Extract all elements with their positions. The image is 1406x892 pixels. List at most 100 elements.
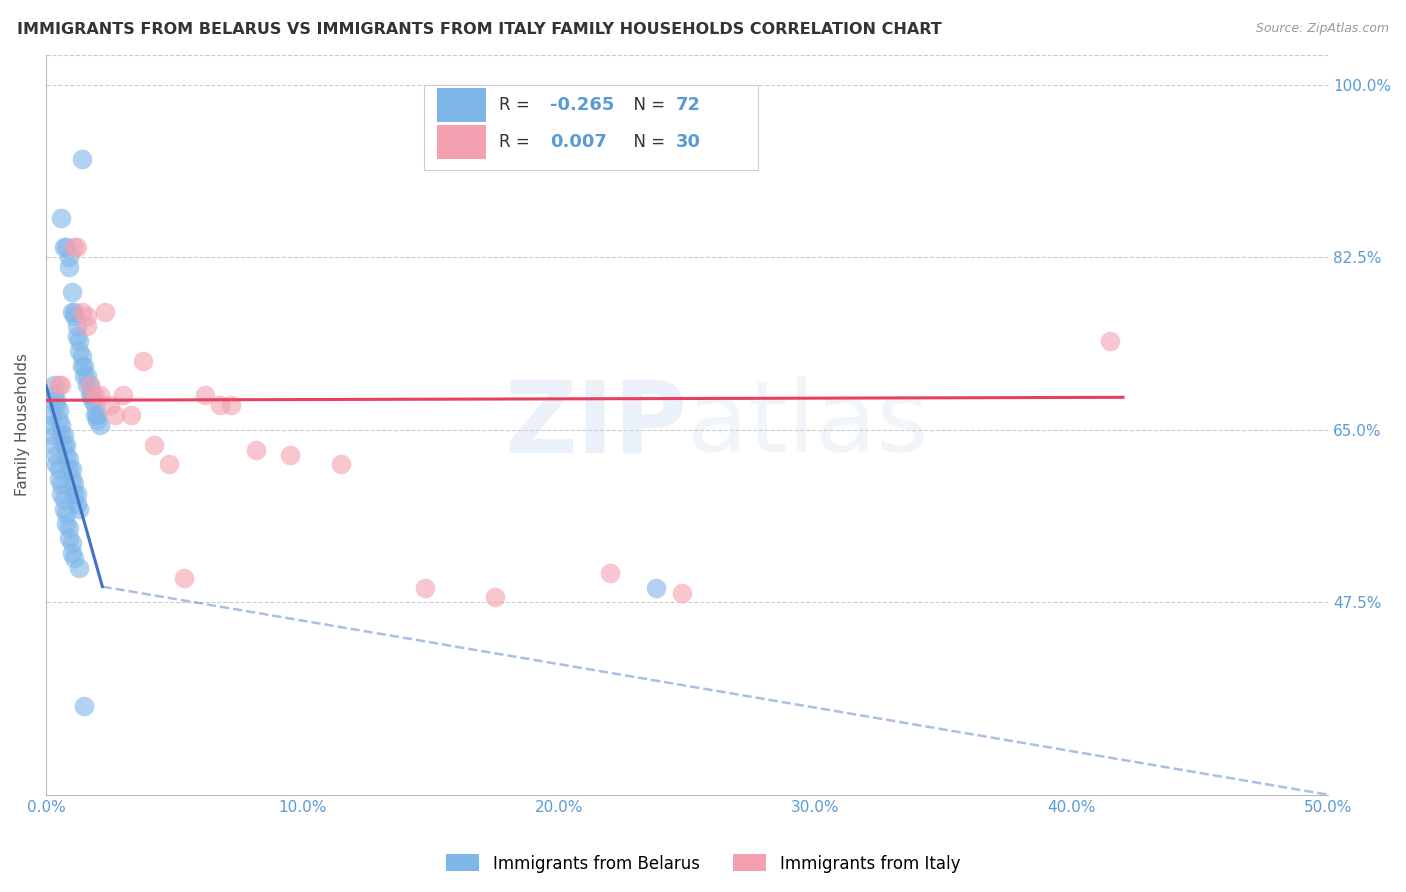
Point — [76, 319, 98, 334]
Point — [58, 521, 80, 535]
Point — [415, 581, 437, 595]
Bar — [425, 85, 758, 169]
Text: ZIP: ZIP — [505, 376, 688, 474]
Point — [79, 388, 101, 402]
Point — [60, 462, 83, 476]
Point — [79, 378, 101, 392]
Point — [98, 398, 121, 412]
Point — [42, 427, 65, 442]
Point — [76, 378, 98, 392]
Point — [120, 408, 142, 422]
Point — [51, 477, 73, 491]
Point — [58, 260, 80, 274]
Point — [55, 516, 77, 531]
Point — [60, 304, 83, 318]
Point — [66, 319, 89, 334]
Point — [76, 368, 98, 383]
Text: 0.007: 0.007 — [550, 134, 607, 152]
Point — [45, 458, 67, 472]
Point — [83, 408, 105, 422]
Point — [42, 388, 65, 402]
Point — [58, 531, 80, 545]
Point — [66, 487, 89, 501]
Point — [60, 546, 83, 560]
Text: IMMIGRANTS FROM BELARUS VS IMMIGRANTS FROM ITALY FAMILY HOUSEHOLDS CORRELATION C: IMMIGRANTS FROM BELARUS VS IMMIGRANTS FR… — [17, 22, 942, 37]
Point — [58, 250, 80, 264]
Point — [39, 417, 62, 432]
Point — [60, 285, 83, 299]
Point — [66, 240, 89, 254]
Point — [111, 388, 134, 402]
Point — [67, 501, 90, 516]
Point — [79, 378, 101, 392]
Point — [82, 393, 104, 408]
Point — [48, 462, 70, 476]
Point — [89, 388, 111, 402]
Point — [245, 442, 267, 457]
Point — [55, 240, 77, 254]
Point — [484, 591, 506, 605]
Point — [52, 437, 75, 451]
Bar — [437, 126, 485, 159]
Point — [63, 477, 86, 491]
Point — [76, 310, 98, 324]
Point — [173, 571, 195, 585]
Text: R =: R = — [499, 134, 534, 152]
Point — [51, 427, 73, 442]
Point — [45, 393, 67, 408]
Text: 72: 72 — [675, 96, 700, 114]
Point — [45, 448, 67, 462]
Point — [42, 437, 65, 451]
Point — [52, 427, 75, 442]
Point — [52, 240, 75, 254]
Point — [67, 334, 90, 348]
Text: R =: R = — [499, 96, 534, 114]
Point — [60, 536, 83, 550]
Point — [70, 152, 93, 166]
Point — [63, 304, 86, 318]
Point — [70, 349, 93, 363]
Point — [48, 472, 70, 486]
Point — [45, 398, 67, 412]
Point — [89, 417, 111, 432]
Text: 30: 30 — [675, 134, 700, 152]
Point — [63, 487, 86, 501]
Point — [278, 448, 301, 462]
Point — [73, 698, 96, 713]
Point — [104, 408, 127, 422]
Point — [52, 491, 75, 506]
Point — [83, 398, 105, 412]
Text: Source: ZipAtlas.com: Source: ZipAtlas.com — [1256, 22, 1389, 36]
Point — [55, 448, 77, 462]
Bar — [437, 88, 485, 121]
Point — [73, 368, 96, 383]
Point — [645, 581, 668, 595]
Y-axis label: Family Households: Family Households — [15, 353, 30, 497]
Legend: Immigrants from Belarus, Immigrants from Italy: Immigrants from Belarus, Immigrants from… — [439, 847, 967, 880]
Point — [194, 388, 217, 402]
Point — [157, 458, 180, 472]
Point — [51, 417, 73, 432]
Text: N =: N = — [623, 134, 671, 152]
Text: -0.265: -0.265 — [550, 96, 614, 114]
Point — [73, 359, 96, 373]
Point — [55, 507, 77, 521]
Point — [67, 343, 90, 358]
Point — [48, 378, 70, 392]
Point — [132, 354, 155, 368]
Point — [51, 378, 73, 392]
Point — [94, 304, 117, 318]
Point — [51, 211, 73, 225]
Point — [599, 566, 621, 580]
Point — [219, 398, 242, 412]
Text: N =: N = — [623, 96, 671, 114]
Point — [52, 501, 75, 516]
Point — [60, 472, 83, 486]
Point — [67, 561, 90, 575]
Point — [142, 437, 165, 451]
Point — [39, 408, 62, 422]
Point — [58, 452, 80, 467]
Point — [83, 388, 105, 402]
Point — [70, 304, 93, 318]
Point — [66, 329, 89, 343]
